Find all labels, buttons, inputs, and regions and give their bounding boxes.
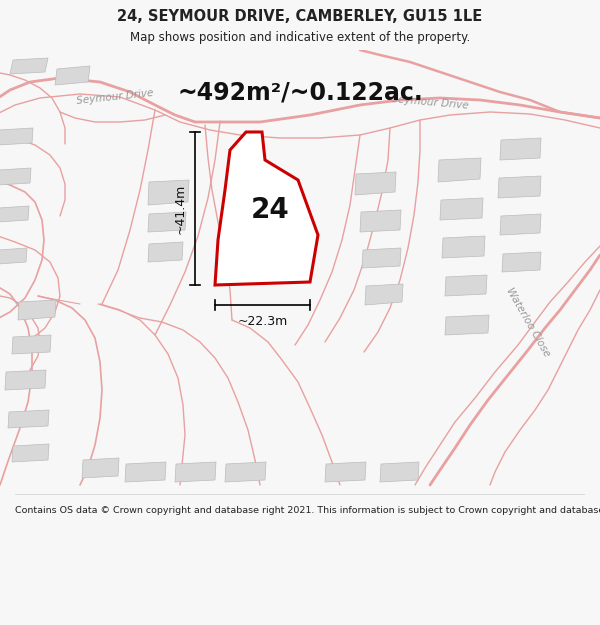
Polygon shape	[148, 180, 189, 205]
Polygon shape	[0, 168, 31, 185]
Text: Waterloo Close: Waterloo Close	[504, 286, 552, 358]
Text: Contains OS data © Crown copyright and database right 2021. This information is : Contains OS data © Crown copyright and d…	[15, 506, 600, 515]
Polygon shape	[0, 206, 29, 222]
Polygon shape	[125, 462, 166, 482]
Polygon shape	[500, 214, 541, 235]
Polygon shape	[215, 132, 318, 285]
Polygon shape	[362, 248, 401, 268]
Polygon shape	[148, 212, 186, 232]
Polygon shape	[148, 242, 183, 262]
Polygon shape	[442, 236, 485, 258]
Polygon shape	[225, 462, 266, 482]
Polygon shape	[12, 335, 51, 354]
Polygon shape	[0, 128, 33, 145]
Polygon shape	[18, 300, 56, 320]
Text: 24, SEYMOUR DRIVE, CAMBERLEY, GU15 1LE: 24, SEYMOUR DRIVE, CAMBERLEY, GU15 1LE	[118, 9, 482, 24]
Text: Map shows position and indicative extent of the property.: Map shows position and indicative extent…	[130, 31, 470, 44]
Polygon shape	[82, 458, 119, 478]
Polygon shape	[500, 138, 541, 160]
Text: Seymour Drive: Seymour Drive	[391, 94, 469, 111]
Polygon shape	[360, 210, 401, 232]
Polygon shape	[502, 252, 541, 272]
Text: ~492m²/~0.122ac.: ~492m²/~0.122ac.	[177, 80, 423, 104]
Polygon shape	[498, 176, 541, 198]
Text: ~22.3m: ~22.3m	[238, 315, 287, 328]
Polygon shape	[438, 158, 481, 182]
Polygon shape	[445, 315, 489, 335]
Text: ~41.4m: ~41.4m	[174, 183, 187, 234]
Polygon shape	[8, 410, 49, 428]
Polygon shape	[248, 195, 296, 242]
Text: 24: 24	[251, 196, 289, 224]
Polygon shape	[365, 284, 403, 305]
Polygon shape	[445, 275, 487, 296]
Polygon shape	[355, 172, 396, 195]
Polygon shape	[12, 444, 49, 462]
Polygon shape	[380, 462, 419, 482]
Polygon shape	[440, 198, 483, 220]
Text: Seymour Drive: Seymour Drive	[76, 88, 154, 106]
Polygon shape	[175, 462, 216, 482]
Polygon shape	[5, 370, 46, 390]
Polygon shape	[0, 248, 27, 264]
Polygon shape	[10, 58, 48, 74]
Polygon shape	[55, 66, 90, 85]
Polygon shape	[325, 462, 366, 482]
